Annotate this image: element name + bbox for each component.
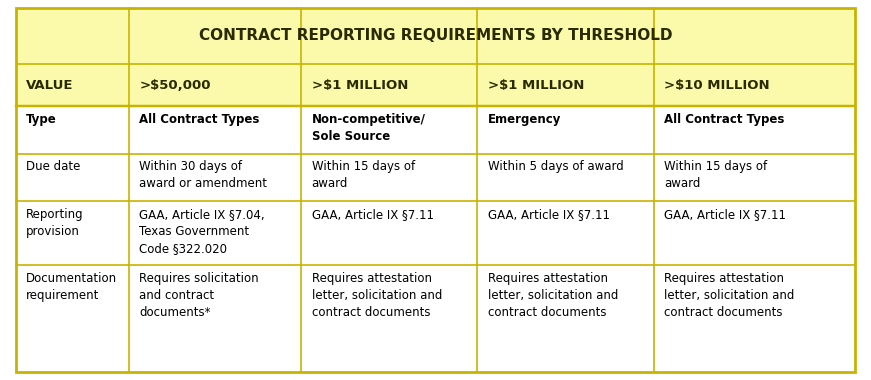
Bar — [16, 64, 855, 106]
Text: Reporting
provision: Reporting provision — [26, 208, 84, 238]
Text: GAA, Article IX §7.11: GAA, Article IX §7.11 — [488, 208, 610, 221]
Text: CONTRACT REPORTING REQUIREMENTS BY THRESHOLD: CONTRACT REPORTING REQUIREMENTS BY THRES… — [199, 28, 672, 43]
Text: Requires attestation
letter, solicitation and
contract documents: Requires attestation letter, solicitatio… — [665, 272, 794, 318]
Text: >$1 MILLION: >$1 MILLION — [488, 79, 584, 92]
Text: Emergency: Emergency — [488, 113, 561, 126]
Text: Documentation
requirement: Documentation requirement — [26, 272, 118, 302]
Text: Within 30 days of
award or amendment: Within 30 days of award or amendment — [139, 160, 267, 190]
Text: Within 15 days of
award: Within 15 days of award — [312, 160, 415, 190]
Text: Non-competitive/
Sole Source: Non-competitive/ Sole Source — [312, 113, 426, 143]
Text: All Contract Types: All Contract Types — [665, 113, 785, 126]
Text: Requires attestation
letter, solicitation and
contract documents: Requires attestation letter, solicitatio… — [488, 272, 618, 318]
Text: >$10 MILLION: >$10 MILLION — [665, 79, 770, 92]
Text: Requires attestation
letter, solicitation and
contract documents: Requires attestation letter, solicitatio… — [312, 272, 442, 318]
Text: Due date: Due date — [26, 160, 80, 173]
Text: GAA, Article IX §7.04,
Texas Government
Code §322.020: GAA, Article IX §7.04, Texas Government … — [139, 208, 265, 255]
Text: Type: Type — [26, 113, 57, 126]
Text: GAA, Article IX §7.11: GAA, Article IX §7.11 — [312, 208, 434, 221]
Text: All Contract Types: All Contract Types — [139, 113, 260, 126]
Text: GAA, Article IX §7.11: GAA, Article IX §7.11 — [665, 208, 787, 221]
Text: VALUE: VALUE — [26, 79, 74, 92]
Bar — [16, 8, 855, 64]
Text: Within 5 days of award: Within 5 days of award — [488, 160, 624, 173]
Text: Requires solicitation
and contract
documents*: Requires solicitation and contract docum… — [139, 272, 259, 318]
Text: Within 15 days of
award: Within 15 days of award — [665, 160, 767, 190]
Text: >$50,000: >$50,000 — [139, 79, 211, 92]
Text: >$1 MILLION: >$1 MILLION — [312, 79, 408, 92]
